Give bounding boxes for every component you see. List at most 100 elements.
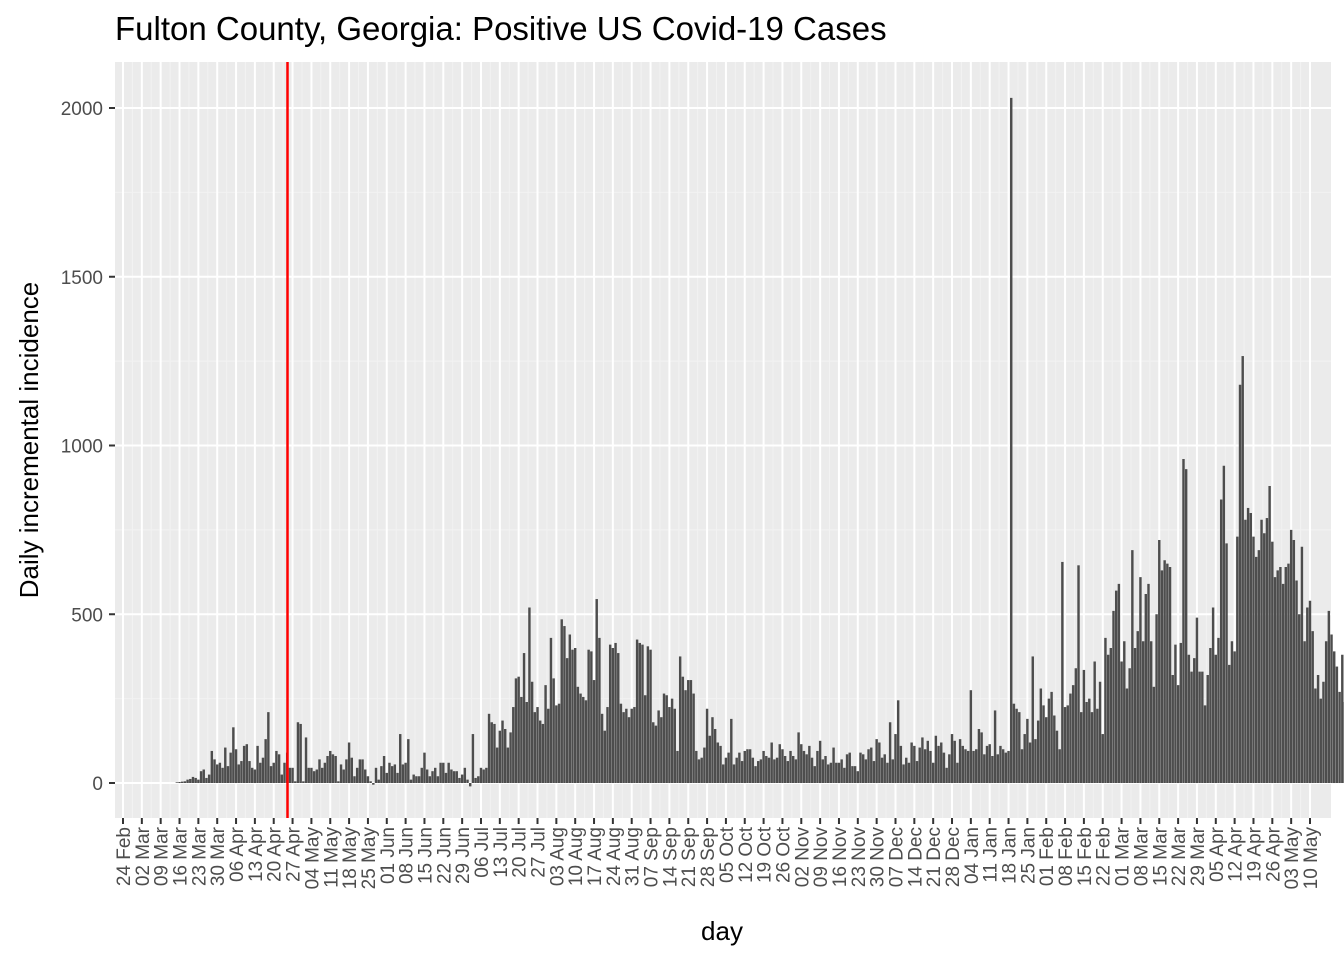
bar: [520, 696, 523, 783]
bar: [810, 757, 814, 783]
bar: [565, 658, 569, 784]
bar: [1292, 540, 1296, 783]
bar: [280, 774, 284, 783]
bar: [404, 762, 407, 783]
bar: [792, 756, 795, 783]
bar: [522, 653, 526, 783]
bar: [1289, 529, 1293, 784]
bar: [950, 734, 954, 783]
bar: [189, 778, 192, 783]
x-tick-label: 15 Feb: [1075, 827, 1096, 886]
bar: [915, 761, 919, 783]
y-tick-label: 0: [92, 774, 103, 795]
bar: [366, 776, 370, 783]
bar: [1160, 570, 1164, 784]
bar: [490, 722, 493, 783]
bar: [541, 723, 545, 783]
bar: [364, 769, 367, 783]
bar: [1136, 631, 1139, 784]
bar: [1182, 459, 1185, 783]
bar: [875, 739, 878, 784]
bar: [1330, 634, 1333, 783]
bar: [318, 759, 321, 784]
bar: [186, 779, 189, 784]
bar: [778, 744, 781, 783]
bar: [872, 761, 876, 783]
bar: [178, 781, 181, 783]
bar: [848, 752, 851, 784]
bar: [775, 757, 779, 783]
x-tick-label: 05 Oct: [717, 826, 738, 883]
chart-title: Fulton County, Georgia: Positive US Covi…: [115, 10, 887, 47]
bar: [183, 781, 187, 783]
x-tick-label: 08 Jun: [397, 827, 418, 884]
bar: [1149, 641, 1153, 783]
x-tick-label: 31 Aug: [623, 827, 644, 886]
bar: [689, 680, 693, 783]
x-tick-label: 04 Jan: [962, 827, 983, 884]
bar: [958, 739, 962, 784]
bar: [417, 776, 421, 783]
bar: [442, 762, 445, 783]
x-tick-label: 24 Feb: [114, 827, 135, 886]
bar: [1211, 607, 1215, 783]
bar: [412, 774, 415, 783]
bar: [1163, 560, 1166, 783]
bar: [479, 767, 483, 783]
x-tick-label: 10 Aug: [566, 827, 587, 886]
bar: [598, 637, 601, 784]
bar: [237, 764, 240, 783]
x-tick-label: 06 Jul: [472, 827, 493, 878]
bar: [808, 745, 811, 784]
bar: [627, 717, 631, 783]
x-tick-label: 27 Jul: [529, 827, 550, 878]
bar: [1341, 654, 1344, 783]
bar: [1265, 518, 1269, 783]
bar: [1031, 656, 1034, 783]
bar: [1082, 669, 1086, 783]
bar: [985, 745, 989, 784]
x-tick-label: 22 Mar: [1169, 826, 1190, 886]
bar: [789, 750, 792, 783]
bar: [845, 754, 849, 783]
x-tick-label: 19 Apr: [1244, 826, 1265, 882]
bar: [730, 718, 733, 784]
bar: [560, 619, 563, 783]
bar: [1335, 666, 1339, 783]
bar: [757, 761, 760, 783]
bar: [1074, 668, 1078, 783]
bar: [660, 717, 663, 783]
bar: [966, 750, 970, 783]
bar: [1004, 752, 1008, 784]
bar: [1281, 583, 1285, 784]
bar: [439, 762, 442, 783]
bar: [294, 781, 297, 783]
bar: [818, 740, 822, 783]
bar: [980, 732, 983, 784]
bar: [1244, 519, 1247, 783]
bar: [652, 722, 655, 783]
bar: [619, 703, 623, 783]
x-tick-label: 13 Apr: [246, 826, 267, 882]
bar: [643, 695, 647, 783]
bar: [1236, 536, 1239, 784]
bar: [1184, 469, 1188, 784]
bar: [722, 764, 725, 783]
bar: [977, 729, 981, 783]
bar: [232, 727, 235, 783]
bar: [668, 707, 671, 783]
bar: [905, 757, 908, 783]
bar: [1007, 750, 1010, 783]
bar: [431, 771, 434, 783]
bar: [458, 777, 461, 783]
bar: [207, 774, 211, 783]
bar: [1287, 563, 1290, 784]
bar: [576, 686, 580, 783]
bar: [1249, 513, 1252, 783]
bar: [942, 752, 946, 784]
bar: [590, 651, 593, 784]
bar: [740, 761, 744, 783]
bar: [538, 720, 542, 783]
bar: [248, 761, 251, 783]
